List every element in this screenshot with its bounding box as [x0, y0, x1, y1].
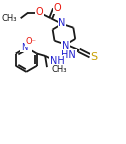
- Text: O: O: [36, 7, 43, 17]
- Text: CH₃: CH₃: [52, 65, 67, 74]
- Text: HN: HN: [61, 50, 76, 60]
- Text: N⁺: N⁺: [21, 43, 32, 52]
- Text: O: O: [54, 3, 61, 13]
- Text: NH: NH: [50, 56, 65, 66]
- Text: N: N: [62, 40, 70, 51]
- Text: N: N: [58, 18, 66, 28]
- Text: CH₃: CH₃: [1, 14, 17, 23]
- Text: S: S: [90, 52, 98, 62]
- Text: O⁻: O⁻: [25, 37, 37, 46]
